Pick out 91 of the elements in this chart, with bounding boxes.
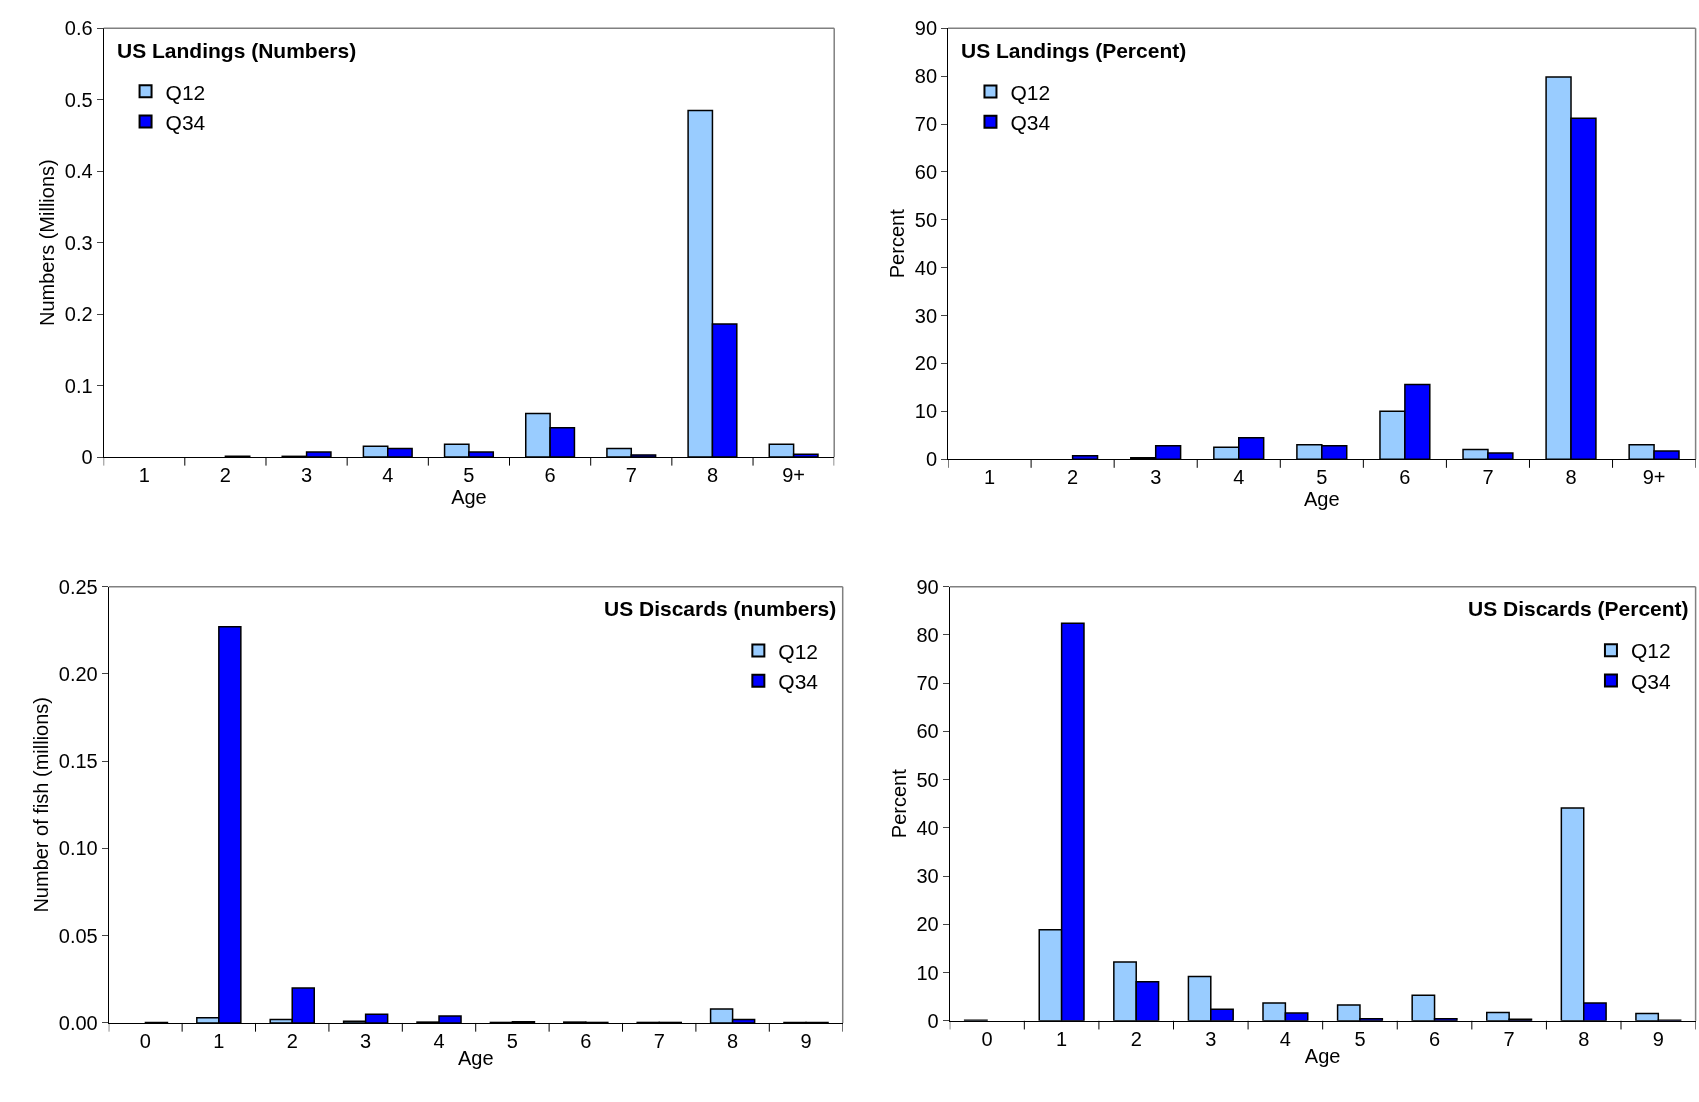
x-tick-label: 4 [382,464,394,487]
x-tick-label: 1 [213,1029,225,1052]
y-tick-label: 0 [925,448,938,471]
x-tick-label: 1 [138,464,150,487]
legend-label: Q12 [165,80,206,104]
y-tick-label: 10 [916,961,939,984]
y-tick-label: 0.1 [64,374,93,397]
y-tick-label: 0.3 [64,231,93,254]
legend-label: Q34 [165,110,206,134]
x-tick-label: 5 [1316,466,1328,489]
x-tick-label: 8 [1578,1027,1590,1050]
text: US Landings (Percent) [961,39,1187,62]
y-tick-label: 0.6 [64,17,93,40]
legend-label: Q12 [778,639,819,663]
y-axis-title: Percent [886,208,909,279]
x-tick-label: 2 [1067,466,1079,489]
x-tick-label: 3 [301,464,313,487]
text: US Landings (Numbers) [117,39,357,62]
x-axis-title: Age [457,1047,494,1070]
x-tick-label: 6 [580,1029,592,1052]
y-tick-label: 0.00 [58,1011,98,1034]
y-tick-label: 30 [914,304,938,327]
x-tick-label: 9 [800,1029,812,1052]
legend-label: Q12 [1630,639,1671,663]
y-tick-label: 20 [916,913,939,936]
y-tick-label: 0 [927,1009,939,1032]
legend-label: Q12 [1010,80,1051,104]
x-tick-label: 4 [433,1029,445,1052]
x-tick-label: 2 [219,464,231,487]
y-tick-label: 50 [914,208,938,231]
y-tick-label: 0.20 [58,662,98,685]
x-axis-title: Age [1304,488,1340,511]
y-tick-label: 60 [914,160,938,183]
x-tick-label: 2 [286,1029,298,1052]
y-tick-label: 30 [916,865,939,888]
y-tick-label: 40 [916,816,939,839]
x-tick-label: 9 [1652,1027,1664,1050]
x-tick-label: 3 [1205,1027,1217,1050]
y-tick-label: 60 [916,720,939,743]
y-tick-label: 0.05 [58,924,98,947]
legend-label: Q34 [1010,111,1051,135]
x-tick-label: 7 [1482,466,1494,489]
x-tick-label: 3 [360,1029,372,1052]
x-tick-label: 1 [1056,1027,1068,1050]
x-tick-label: 8 [706,464,719,487]
x-axis-title: Age [1304,1045,1341,1068]
y-axis-title: Number of fish (millions) [30,697,53,913]
x-tick-label: 8 [727,1029,739,1052]
x-tick-label: 0 [981,1027,993,1050]
y-tick-label: 0.15 [58,750,98,773]
x-tick-label: 5 [463,464,475,487]
x-tick-label: 7 [625,464,637,487]
x-tick-label: 4 [1279,1027,1291,1050]
x-tick-label: 9+ [782,464,806,487]
y-tick-label: 0.2 [64,303,93,326]
x-tick-label: 0 [139,1029,151,1052]
legend-label: Q34 [778,669,819,693]
text: US Discards (Percent) [1468,597,1689,620]
y-tick-label: 80 [914,65,938,88]
y-tick-label: 10 [914,400,938,423]
y-tick-label: 90 [914,17,938,40]
y-tick-label: 80 [916,623,939,646]
y-tick-label: 70 [916,672,939,695]
y-tick-label: 0.10 [58,837,98,860]
x-tick-label: 4 [1233,466,1245,489]
legend-label: Q34 [1630,669,1671,693]
x-tick-label: 3 [1150,466,1162,489]
y-tick-label: 0.4 [64,160,93,183]
y-tick-label: 0.25 [58,575,98,598]
y-axis-title: Numbers (Millions) [36,159,59,327]
y-axis-title: Percent [887,768,910,839]
x-tick-label: 2 [1130,1027,1142,1050]
y-tick-label: 0 [81,446,93,469]
x-tick-label: 8 [1565,466,1577,489]
x-tick-label: 1 [984,466,996,489]
x-tick-label: 6 [1399,466,1411,489]
y-tick-label: 20 [914,352,938,375]
y-tick-label: 40 [914,256,938,279]
text: US Discards (numbers) [604,597,837,620]
x-tick-label: 7 [653,1029,665,1052]
x-axis-title: Age [451,486,487,509]
x-tick-label: 5 [506,1029,518,1052]
x-tick-label: 9+ [1642,466,1666,489]
y-tick-label: 0.5 [64,88,93,111]
x-tick-label: 6 [1428,1027,1441,1050]
x-tick-label: 5 [1354,1027,1366,1050]
y-tick-label: 90 [916,575,939,598]
y-tick-label: 50 [916,768,939,791]
y-tick-label: 70 [914,113,938,136]
x-tick-label: 7 [1503,1027,1515,1050]
x-tick-label: 6 [544,464,556,487]
